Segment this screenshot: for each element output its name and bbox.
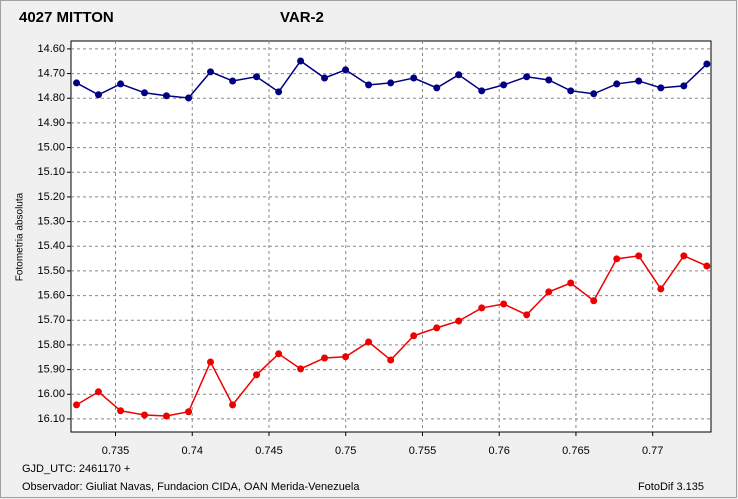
data-point — [500, 300, 508, 308]
data-point — [321, 354, 329, 362]
footer: FotoDif 3.135 — [638, 481, 704, 493]
data-point — [141, 89, 149, 97]
data-point — [455, 71, 463, 79]
y-tick-label: 14.90 — [37, 117, 65, 129]
data-point — [703, 60, 711, 68]
data-point — [410, 74, 418, 82]
y-tick-label: 16.00 — [37, 388, 65, 400]
data-point — [229, 401, 237, 409]
x-tick-label: 0.755 — [409, 445, 437, 457]
data-point — [455, 317, 463, 325]
data-point — [590, 297, 598, 305]
data-point — [162, 92, 170, 100]
data-point — [478, 304, 486, 312]
data-point — [117, 407, 125, 415]
y-tick-label: 14.60 — [37, 43, 65, 55]
data-point — [253, 73, 261, 81]
y-tick-label: 16.10 — [37, 413, 65, 425]
data-point — [613, 255, 621, 263]
data-point — [297, 365, 305, 373]
data-point — [229, 77, 237, 85]
data-point — [567, 279, 575, 287]
data-point — [567, 87, 575, 95]
data-point — [410, 332, 418, 340]
data-point — [523, 311, 531, 319]
y-tick-label: 15.70 — [37, 314, 65, 326]
x-tick-label: 0.765 — [562, 445, 590, 457]
y-axis-label: Fotometria absoluta — [15, 192, 26, 281]
y-tick-label: 14.70 — [37, 67, 65, 79]
data-point — [680, 252, 688, 260]
data-point — [141, 411, 149, 419]
data-point — [387, 356, 395, 364]
data-point — [207, 68, 215, 76]
data-point — [275, 350, 283, 358]
data-point — [703, 262, 711, 270]
data-point — [73, 401, 81, 409]
y-tick-label: 15.40 — [37, 240, 65, 252]
x-tick-label: 0.74 — [182, 445, 203, 457]
data-point — [657, 285, 665, 293]
data-point — [433, 324, 441, 332]
data-point — [275, 88, 283, 96]
data-point — [500, 81, 508, 89]
y-tick-label: 15.90 — [37, 363, 65, 375]
data-point — [657, 84, 665, 92]
data-point — [433, 84, 441, 92]
data-point — [185, 94, 193, 102]
y-tick-label: 15.10 — [37, 166, 65, 178]
data-point — [613, 80, 621, 88]
data-point — [321, 74, 329, 82]
data-point — [365, 81, 373, 89]
x-tick-label: 0.76 — [488, 445, 509, 457]
x-tick-label: 0.745 — [255, 445, 283, 457]
plot-area — [70, 40, 712, 433]
y-tick-label: 15.20 — [37, 191, 65, 203]
data-point — [94, 91, 102, 99]
legend-entry: VAR-2 — [280, 9, 324, 26]
data-point — [590, 90, 598, 98]
data-point — [365, 338, 373, 346]
data-point — [545, 76, 553, 84]
data-point — [635, 252, 643, 260]
x-tick-label: 0.735 — [102, 445, 130, 457]
data-point — [680, 82, 688, 90]
y-tick-label: 14.80 — [37, 92, 65, 104]
data-point — [73, 79, 81, 87]
data-point — [342, 353, 350, 361]
y-tick-label: 15.30 — [37, 215, 65, 227]
data-point — [478, 87, 486, 95]
data-point — [297, 57, 305, 65]
x-tick-label: 0.77 — [642, 445, 663, 457]
data-point — [162, 412, 170, 420]
footer: Observador: Giuliat Navas, Fundacion CID… — [22, 481, 360, 493]
data-point — [342, 66, 350, 74]
data-point — [545, 288, 553, 296]
x-axis-label: GJD_UTC: 2461170 + — [22, 463, 130, 475]
y-tick-label: 15.00 — [37, 141, 65, 153]
data-point — [253, 371, 261, 379]
y-tick-label: 15.60 — [37, 289, 65, 301]
data-point — [207, 358, 215, 366]
x-tick-label: 0.75 — [335, 445, 356, 457]
data-point — [94, 388, 102, 396]
legend-entry: 4027 MITTON — [19, 9, 114, 26]
y-tick-label: 15.50 — [37, 265, 65, 277]
data-point — [185, 408, 193, 416]
data-point — [635, 77, 643, 85]
y-tick-label: 15.80 — [37, 339, 65, 351]
data-point — [523, 73, 531, 81]
data-point — [387, 79, 395, 87]
data-point — [117, 80, 125, 88]
